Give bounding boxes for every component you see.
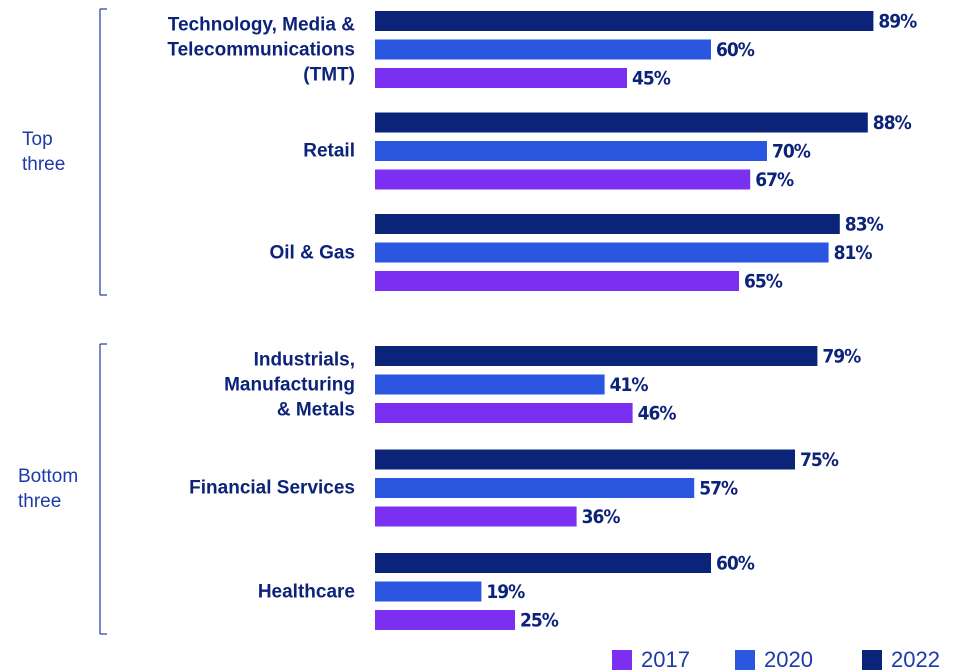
data-label: 45% [632, 68, 671, 90]
group-label: Top three [22, 129, 66, 175]
bar [375, 610, 515, 630]
bar [375, 242, 829, 263]
bar [375, 506, 577, 527]
category-label: Technology, Media & Telecommunications (… [167, 14, 355, 85]
data-label: 81% [834, 242, 873, 264]
bar [375, 11, 874, 31]
bar [375, 271, 739, 291]
data-label: 67% [755, 169, 794, 191]
legend-swatch [735, 650, 755, 670]
bar [375, 581, 482, 602]
category-label: Healthcare [257, 581, 355, 602]
legend-swatch [612, 650, 632, 670]
data-label: 25% [520, 610, 559, 632]
bar [375, 169, 751, 190]
bar [375, 141, 767, 161]
data-label: 83% [845, 214, 884, 236]
category-label: Financial Services [189, 477, 355, 499]
data-label: 88% [873, 112, 912, 134]
legend-label: 2020 [764, 647, 813, 672]
data-label: 19% [486, 581, 525, 603]
data-label: 60% [716, 553, 755, 575]
category-label: Retail [303, 140, 355, 162]
data-label: 60% [716, 39, 755, 61]
legend-swatch [862, 650, 882, 670]
group-label: Bottom three [18, 466, 79, 512]
category-label: Industrials, Manufacturing & Metals [224, 349, 355, 420]
data-label: 79% [822, 346, 861, 368]
data-label: 57% [699, 478, 738, 500]
bar [375, 478, 695, 498]
bar [375, 112, 868, 133]
bar [375, 403, 633, 423]
category-label: Oil & Gas [269, 242, 355, 263]
bar [375, 449, 795, 470]
bar [375, 68, 627, 88]
data-label: 41% [610, 374, 649, 396]
bar [375, 553, 711, 573]
legend-label: 2017 [641, 647, 690, 672]
bar [375, 214, 840, 234]
data-label: 46% [638, 403, 677, 425]
bar [375, 39, 711, 60]
bar [375, 346, 818, 366]
data-label: 89% [878, 11, 917, 33]
data-label: 36% [582, 506, 621, 528]
data-label: 75% [800, 449, 839, 471]
data-label: 70% [772, 141, 811, 163]
legend-label: 2022 [891, 647, 940, 672]
data-label: 65% [744, 271, 783, 293]
bar [375, 374, 605, 395]
